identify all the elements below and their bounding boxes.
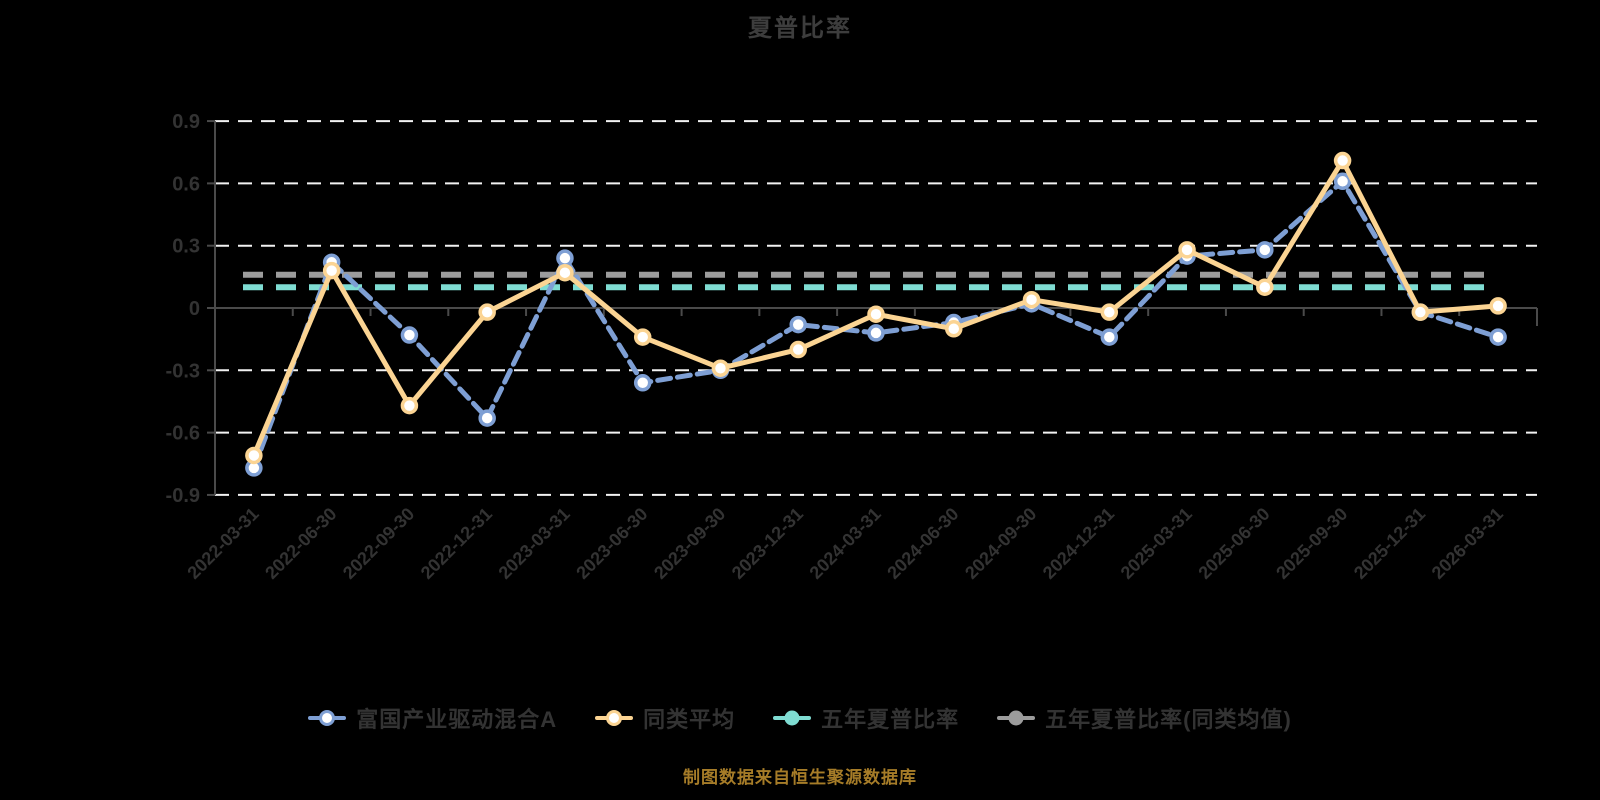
data-point-marker[interactable] [633, 328, 652, 346]
data-source-note: 制图数据来自恒生聚源数据库 [683, 768, 917, 787]
legend-label-fund: 富国产业驱动混合A [356, 707, 558, 732]
legend-item-five-year-sharpe-peer[interactable]: 五年夏普比率(同类均值) [997, 702, 1292, 734]
x-axis-label: 2024-12-31 [1039, 504, 1118, 583]
x-axis-label: 2024-09-30 [961, 504, 1040, 583]
y-axis-label: 0.6 [172, 173, 200, 195]
data-point-marker[interactable] [1333, 151, 1352, 170]
data-point-marker[interactable] [245, 446, 263, 465]
legend-label-five-year-sharpe-peer: 五年夏普比率(同类均值) [1045, 707, 1292, 732]
data-point-marker[interactable] [867, 324, 885, 342]
x-axis-label: 2025-09-30 [1272, 504, 1351, 583]
data-point-marker[interactable] [322, 261, 341, 280]
data-point-marker[interactable] [1022, 290, 1041, 309]
x-axis-label: 2023-12-31 [728, 504, 807, 583]
data-point-marker[interactable] [1178, 241, 1196, 259]
data-point-marker[interactable] [400, 326, 419, 344]
y-axis-label: 0.3 [172, 236, 200, 258]
x-axis-label: 2022-03-31 [183, 504, 262, 583]
data-point-marker[interactable] [633, 374, 652, 392]
data-point-marker[interactable] [789, 315, 807, 334]
data-point-marker[interactable] [478, 409, 496, 427]
legend-marker-five-year-sharpe [773, 709, 812, 727]
chart-title: 夏普比率 [748, 15, 852, 42]
y-axis-label: 0.9 [172, 111, 200, 133]
data-point-marker[interactable] [1489, 328, 1507, 346]
data-point-marker[interactable] [945, 320, 963, 338]
x-axis-label: 2023-06-30 [572, 504, 651, 583]
legend-label-five-year-sharpe: 五年夏普比率 [821, 707, 960, 732]
legend-label-peer-average: 同类平均 [643, 707, 736, 732]
y-axis-label: -0.9 [166, 485, 200, 507]
x-axis-label: 2023-09-30 [650, 504, 729, 583]
x-axis-label: 2022-06-30 [261, 504, 340, 583]
x-axis-label: 2024-06-30 [883, 504, 962, 583]
data-point-marker[interactable] [1411, 303, 1430, 321]
data-point-marker[interactable] [1489, 297, 1507, 315]
filled-circle-icon [1008, 710, 1024, 726]
hollow-circle-icon [319, 710, 336, 726]
y-axis-label: -0.3 [166, 360, 200, 382]
legend: 富国产业驱动混合A 同类平均 五年夏普比率 五年夏普比率(同类均值) [0, 702, 1600, 734]
x-axis-label: 2026-03-31 [1428, 504, 1507, 583]
data-point-marker[interactable] [1100, 328, 1119, 346]
x-axis-label: 2024-03-31 [806, 504, 885, 583]
y-axis-label: -0.6 [166, 423, 200, 445]
y-axis-label: 0 [189, 298, 200, 320]
data-point-marker[interactable] [478, 303, 496, 321]
hollow-circle-icon [606, 710, 623, 726]
data-point-marker[interactable] [556, 249, 574, 267]
data-point-marker[interactable] [1256, 278, 1274, 296]
data-point-marker[interactable] [867, 305, 885, 323]
filled-circle-icon [784, 710, 800, 726]
legend-item-five-year-sharpe[interactable]: 五年夏普比率 [773, 702, 959, 734]
data-point-marker[interactable] [789, 340, 807, 359]
x-axis-label: 2022-12-31 [417, 504, 496, 583]
x-axis-label: 2022-09-30 [339, 504, 418, 583]
data-point-marker[interactable] [400, 396, 419, 415]
legend-marker-peer-average [595, 709, 634, 727]
x-axis-label: 2025-03-31 [1117, 504, 1196, 583]
data-point-marker[interactable] [1333, 172, 1352, 191]
data-point-marker[interactable] [1100, 303, 1119, 321]
legend-item-fund[interactable]: 富国产业驱动混合A [308, 702, 557, 734]
data-point-marker[interactable] [1256, 241, 1274, 259]
x-axis-label: 2025-06-30 [1194, 504, 1273, 583]
legend-item-peer-average[interactable]: 同类平均 [595, 702, 735, 734]
data-point-marker[interactable] [711, 359, 730, 377]
x-axis-label: 2025-12-31 [1350, 504, 1429, 583]
legend-marker-five-year-sharpe-peer [997, 709, 1036, 727]
data-point-marker[interactable] [556, 263, 574, 282]
x-axis-label: 2023-03-31 [495, 504, 574, 583]
legend-marker-fund [308, 709, 347, 727]
